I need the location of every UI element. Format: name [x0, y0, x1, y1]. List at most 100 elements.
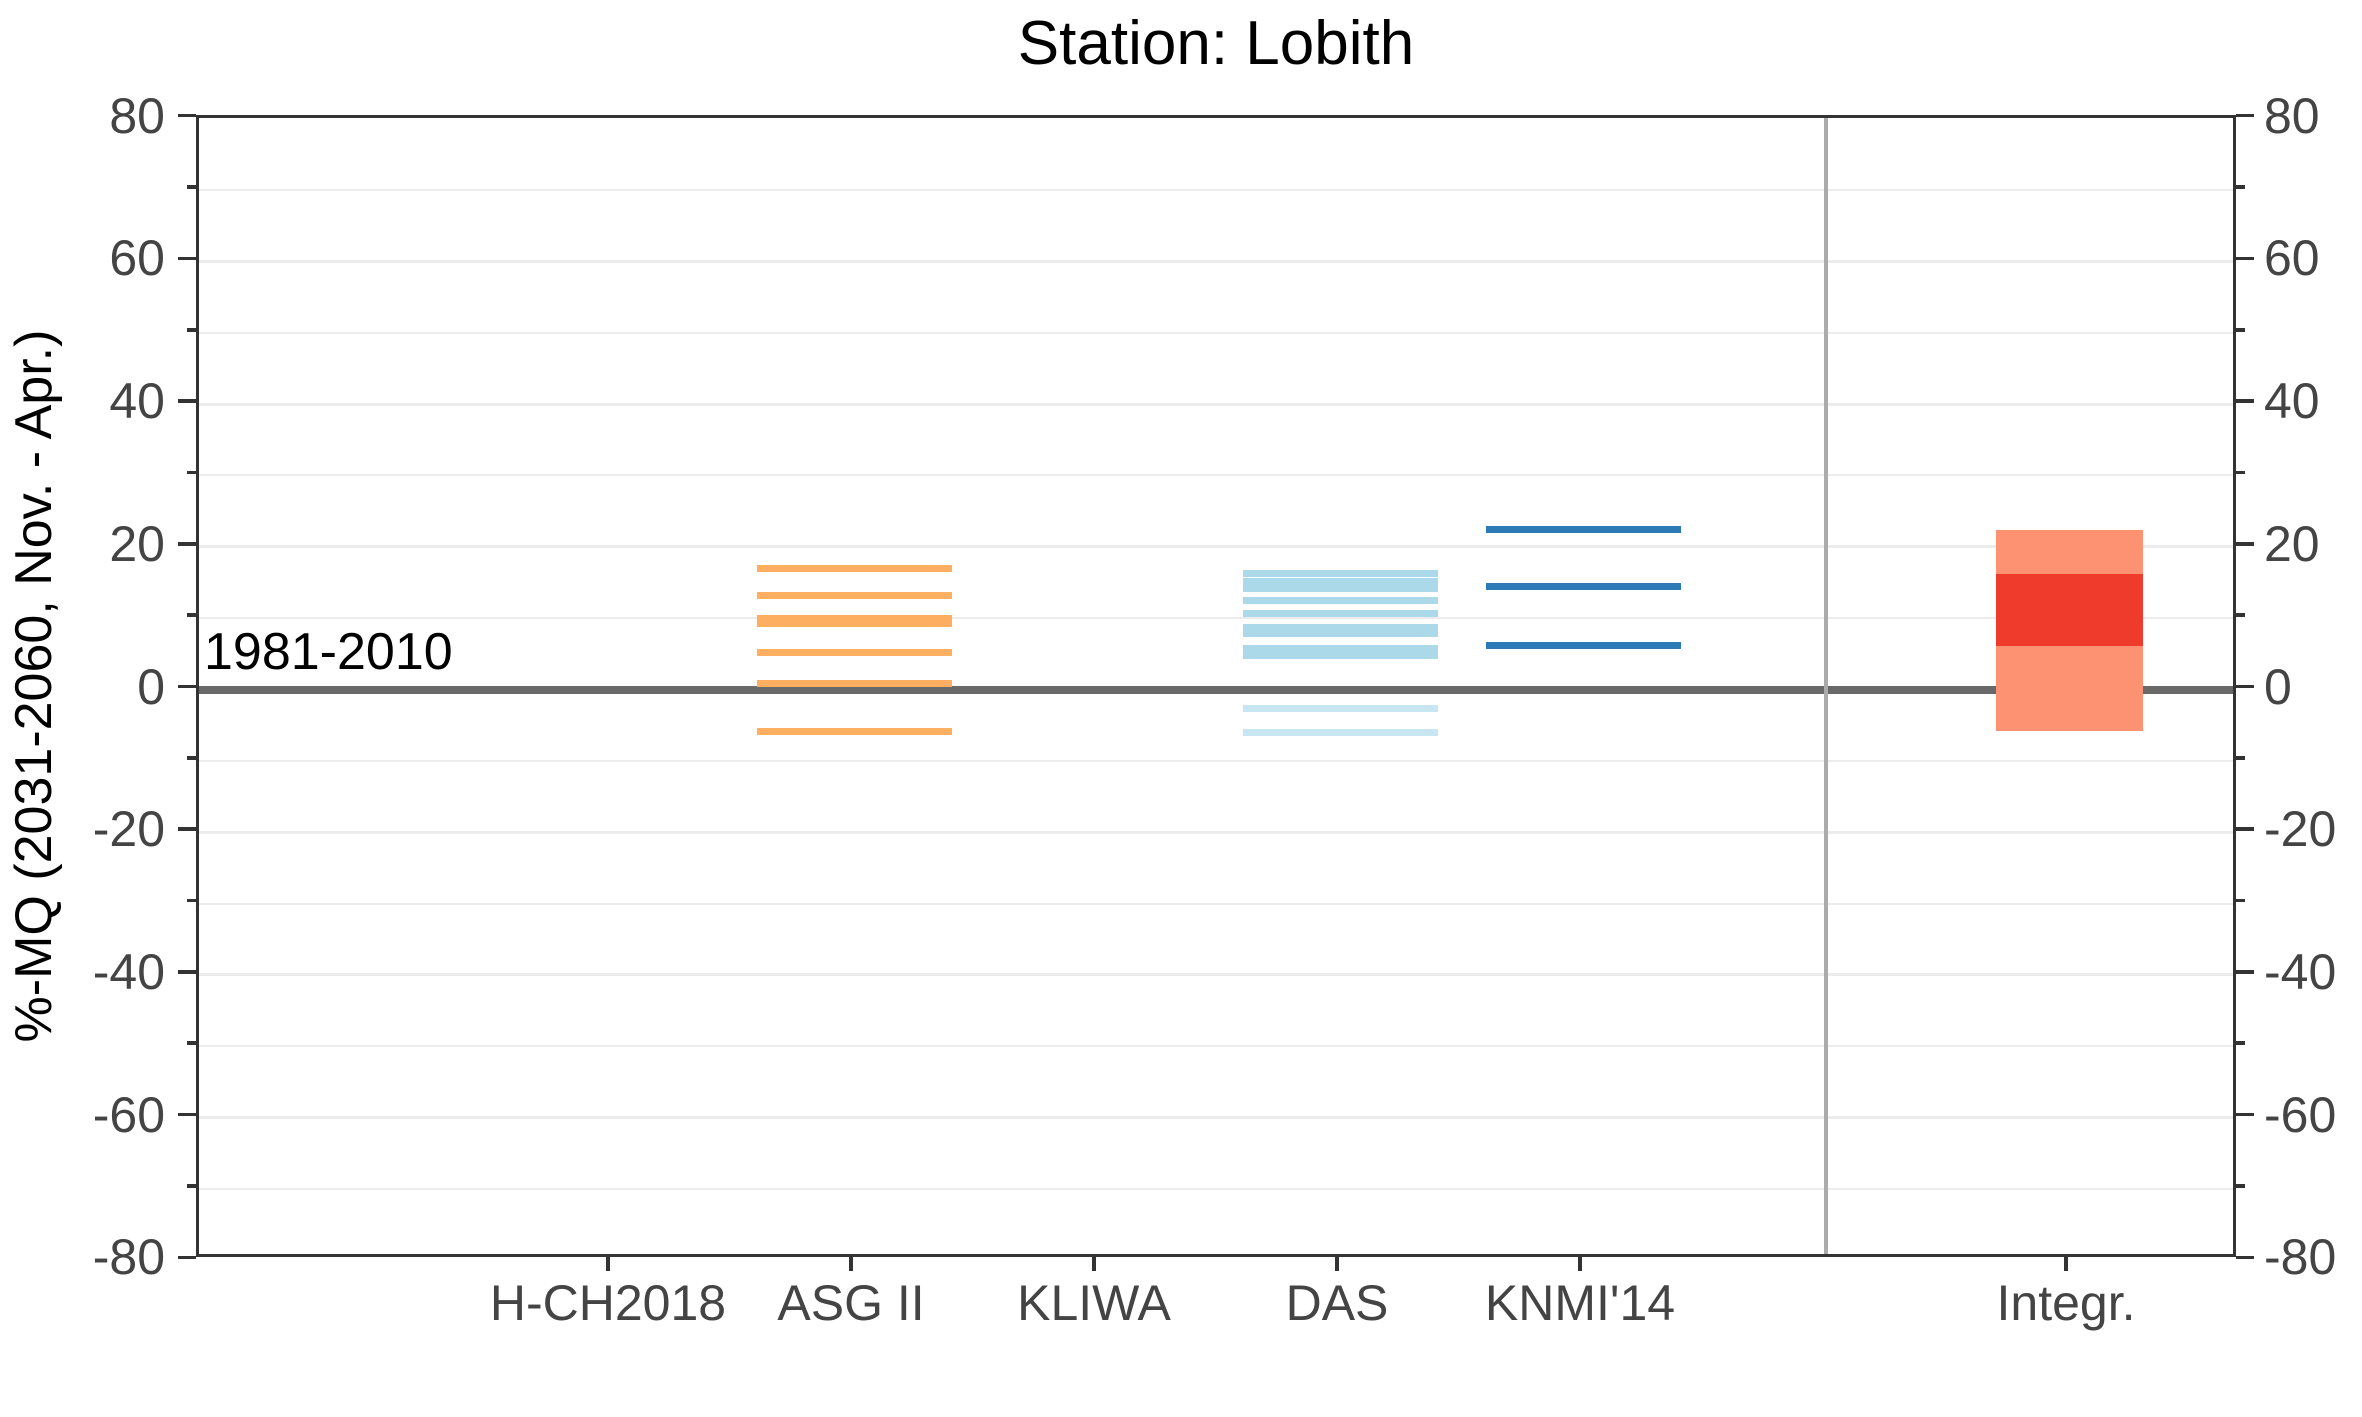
y-axis-tick-left: [178, 399, 196, 403]
y-axis-tick-label: 80: [2264, 87, 2320, 144]
grid-line: [199, 545, 2233, 549]
ensemble-member-line: [1242, 578, 1438, 586]
y-axis-tick-left: [178, 1255, 196, 1259]
y-axis-tick-right: [2236, 185, 2245, 189]
ensemble-member-line: [1242, 652, 1438, 660]
ensemble-member-line: [1485, 642, 1681, 650]
grid-line: [199, 973, 2233, 977]
chart-title: Station: Lobith: [1017, 9, 1415, 78]
grid-line: [199, 474, 2233, 477]
y-axis-tick-label: 20: [2264, 515, 2320, 572]
y-axis-tick-right: [2236, 756, 2245, 760]
x-axis-category-label: Integr.: [1996, 1275, 2136, 1331]
y-axis-tick-label: -20: [92, 801, 165, 858]
y-axis-tick-left: [178, 827, 196, 831]
x-axis-tick: [1092, 1257, 1096, 1271]
y-axis-tick-label: 60: [109, 230, 165, 287]
plot-area: [196, 115, 2236, 1257]
y-axis-tick-right: [2236, 328, 2245, 332]
y-axis-tick-label: -80: [2264, 1229, 2337, 1286]
grid-line: [199, 402, 2233, 406]
grid-line: [199, 902, 2233, 905]
y-axis-tick-right: [2236, 1041, 2245, 1045]
y-axis-tick-label: -40: [92, 943, 165, 1000]
y-axis-tick-label: -80: [92, 1229, 165, 1286]
reference-period-label: 1981-2010: [204, 623, 453, 681]
y-axis-tick-left: [178, 113, 196, 118]
ensemble-member-line: [1242, 728, 1438, 736]
y-axis-tick-left: [187, 328, 196, 332]
integration-separator-line: [1824, 118, 1828, 1254]
ensemble-member-line: [756, 728, 952, 736]
y-axis-tick-right: [2236, 1112, 2254, 1117]
y-axis-tick-left: [187, 185, 196, 189]
y-axis-tick-label: -20: [2264, 801, 2337, 858]
ensemble-member-line: [1242, 585, 1438, 593]
ensemble-member-line: [1242, 704, 1438, 712]
y-axis-tick-label: 80: [109, 87, 165, 144]
x-axis-tick: [849, 1257, 853, 1271]
ensemble-member-line: [1242, 609, 1438, 617]
zero-reference-line: [199, 685, 2233, 694]
integrated-range-box-inner: [1995, 573, 2143, 646]
y-axis-tick-right: [2236, 684, 2254, 689]
y-axis-tick-label: 40: [109, 373, 165, 430]
y-axis-tick-left: [178, 970, 196, 974]
ensemble-member-line: [1485, 582, 1681, 590]
x-axis-tick: [1578, 1257, 1582, 1271]
y-axis-tick-label: 40: [2264, 373, 2320, 430]
grid-line: [199, 331, 2233, 334]
y-axis-tick-right: [2236, 542, 2254, 546]
y-axis-tick-label: -60: [92, 1086, 165, 1143]
grid-line: [199, 1116, 2233, 1120]
grid-line: [199, 1187, 2233, 1190]
ensemble-member-line: [756, 680, 952, 688]
x-axis-category-label: DAS: [1285, 1275, 1389, 1331]
y-axis-tick-left: [187, 756, 196, 760]
y-axis-tick-right: [2236, 399, 2254, 403]
y-axis-tick-right: [2236, 827, 2254, 831]
grid-line: [199, 1045, 2233, 1048]
ensemble-member-line: [1242, 596, 1438, 604]
grid-line: [199, 259, 2233, 263]
grid-line: [199, 189, 2233, 192]
ensemble-member-line: [756, 620, 952, 628]
y-axis-tick-left: [187, 613, 196, 617]
y-axis-tick-label: 0: [137, 658, 165, 715]
ensemble-member-line: [1242, 630, 1438, 638]
ensemble-member-line: [756, 564, 952, 572]
y-axis-tick-label: -60: [2264, 1086, 2337, 1143]
y-axis-tick-right: [2236, 1255, 2254, 1259]
ensemble-member-line: [1242, 623, 1438, 631]
y-axis-tick-left: [178, 684, 196, 689]
x-axis-category-label: ASG II: [777, 1275, 925, 1331]
y-axis-tick-left: [187, 898, 196, 903]
y-axis-tick-right: [2236, 470, 2245, 475]
y-axis-tick-left: [187, 1041, 196, 1045]
y-axis-tick-right: [2236, 898, 2245, 903]
y-axis-tick-right: [2236, 613, 2245, 617]
ensemble-member-line: [756, 591, 952, 599]
y-axis-tick-left: [178, 1112, 196, 1117]
y-axis-tick-left: [178, 542, 196, 546]
grid-line: [199, 759, 2233, 762]
y-axis-tick-right: [2236, 256, 2254, 261]
ensemble-member-line: [1242, 570, 1438, 578]
x-axis-category-label: KLIWA: [1017, 1275, 1171, 1331]
ensemble-member-line: [1242, 645, 1438, 653]
ensemble-member-line: [1485, 526, 1681, 534]
x-axis-category-label: KNMI'14: [1484, 1275, 1676, 1331]
y-axis-tick-right: [2236, 113, 2254, 118]
y-axis-tick-left: [178, 256, 196, 261]
grid-line: [199, 830, 2233, 834]
x-axis-tick: [606, 1257, 610, 1271]
y-axis-tick-label: 0: [2264, 658, 2292, 715]
y-axis-tick-label: 60: [2264, 230, 2320, 287]
ensemble-member-line: [756, 648, 952, 656]
x-axis-category-label: H-CH2018: [489, 1275, 727, 1331]
y-axis-tick-left: [187, 470, 196, 475]
ensemble-member-line: [756, 614, 952, 622]
y-axis-tick-label: -40: [2264, 943, 2337, 1000]
y-axis-tick-right: [2236, 970, 2254, 974]
